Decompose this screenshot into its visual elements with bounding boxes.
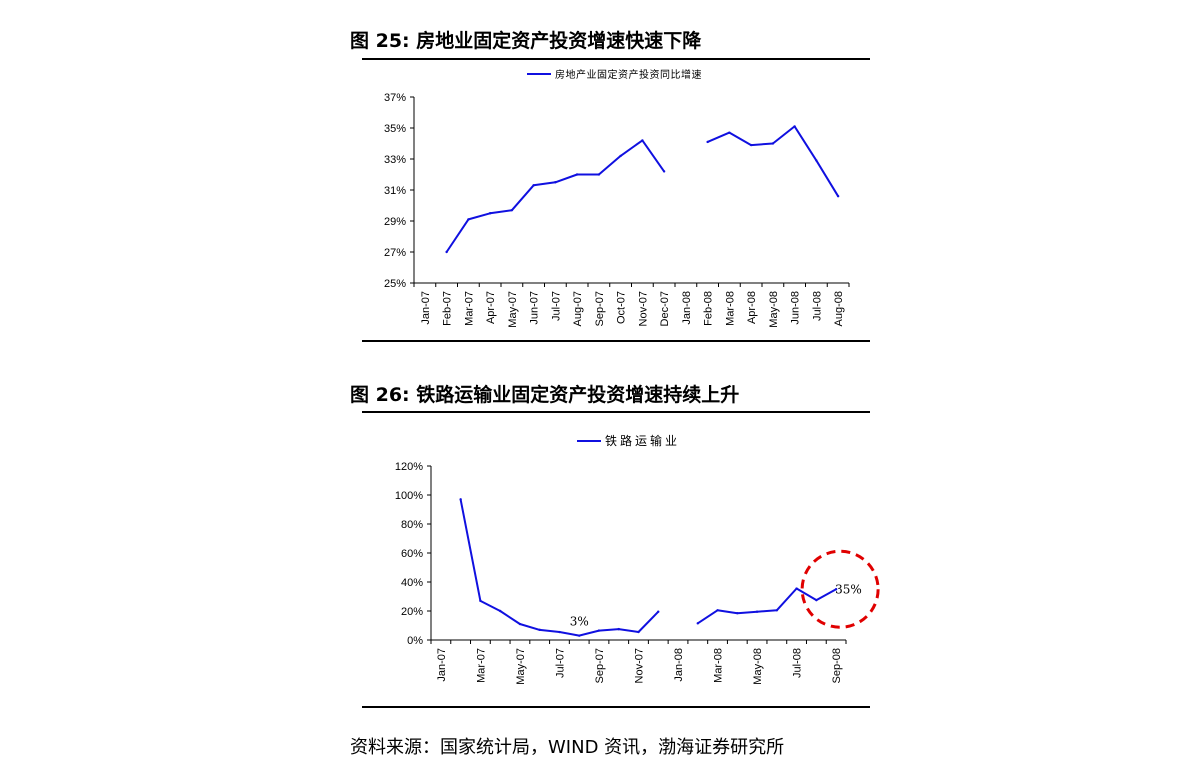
data-point xyxy=(479,599,482,603)
data-point xyxy=(617,627,620,631)
x-tick-label: Sep-08 xyxy=(831,648,843,683)
x-tick-label: Jun-08 xyxy=(790,291,802,325)
legend-label: 铁路运输业 xyxy=(605,433,680,448)
data-point xyxy=(793,125,796,128)
highlight-circle xyxy=(800,549,880,629)
data-point xyxy=(578,634,581,637)
x-tick-label: Jan-08 xyxy=(681,291,693,325)
data-point xyxy=(597,173,601,176)
series-line-segment xyxy=(459,499,660,637)
data-point xyxy=(834,588,838,591)
data-point xyxy=(728,131,731,134)
series-line-segment xyxy=(697,587,837,625)
data-point xyxy=(518,622,522,626)
data-point xyxy=(662,170,666,173)
x-tick-label: Feb-08 xyxy=(703,291,715,326)
y-tick-label: 20% xyxy=(401,606,423,618)
x-tick-label: Dec-07 xyxy=(659,291,671,326)
data-point xyxy=(641,139,644,142)
y-tick-label: 120% xyxy=(395,461,423,473)
y-tick-label: 40% xyxy=(401,577,423,589)
data-point xyxy=(696,622,699,625)
x-tick-label: Nov-07 xyxy=(634,648,646,683)
data-point xyxy=(488,212,492,215)
x-tick-label: Sep-07 xyxy=(594,648,606,683)
data-point xyxy=(538,628,541,632)
y-tick-label: 100% xyxy=(395,490,423,502)
x-tick-label: Jul-07 xyxy=(554,648,566,678)
data-point xyxy=(836,195,840,198)
data-point xyxy=(771,142,775,145)
data-label: 3% xyxy=(570,615,589,629)
x-tick-label: May-08 xyxy=(752,648,764,685)
x-tick-label: Mar-07 xyxy=(463,291,475,326)
x-tick-label: May-07 xyxy=(507,291,519,328)
figure-26-top-rule xyxy=(362,411,870,413)
x-tick-label: May-07 xyxy=(515,648,527,685)
data-point xyxy=(498,609,502,613)
data-point xyxy=(749,143,753,147)
y-tick-label: 33% xyxy=(384,154,406,166)
data-point xyxy=(657,610,660,613)
x-tick-label: Aug-07 xyxy=(572,291,584,326)
data-point xyxy=(815,159,818,162)
data-point xyxy=(706,140,709,144)
figure-26-title: 图 26: 铁路运输业固定资产投资增速持续上升 xyxy=(350,384,740,406)
figure-25-title: 图 25: 房地业固定资产投资增速快速下降 xyxy=(350,30,702,52)
x-tick-label: Jan-08 xyxy=(673,648,685,682)
y-tick-label: 25% xyxy=(384,278,406,290)
data-label: 35% xyxy=(835,582,862,596)
y-tick-label: 29% xyxy=(384,216,406,228)
data-point xyxy=(716,609,719,612)
y-tick-label: 60% xyxy=(401,548,423,560)
source-note: 资料来源：国家统计局，WIND 资讯，渤海证券研究所 xyxy=(350,737,785,758)
figure-26-bottom-rule xyxy=(362,706,870,708)
figure-25-top-rule xyxy=(362,58,870,60)
x-tick-label: Jan-07 xyxy=(420,291,432,325)
x-tick-label: Jun-07 xyxy=(529,291,541,325)
y-tick-label: 31% xyxy=(384,185,406,197)
x-tick-label: Sep-07 xyxy=(594,291,606,326)
data-point xyxy=(467,218,470,221)
y-tick-label: 80% xyxy=(401,519,423,531)
x-tick-label: Mar-08 xyxy=(724,291,736,326)
data-point xyxy=(558,630,561,634)
data-point xyxy=(637,630,640,634)
data-point xyxy=(510,208,514,212)
x-tick-label: Apr-07 xyxy=(485,291,497,324)
data-point xyxy=(619,154,622,158)
data-point xyxy=(459,498,462,501)
data-point xyxy=(532,184,535,187)
data-point xyxy=(775,609,779,612)
x-tick-label: Mar-07 xyxy=(475,648,487,683)
data-point xyxy=(795,587,798,590)
x-tick-label: Oct-07 xyxy=(616,291,628,324)
y-tick-label: 35% xyxy=(384,123,406,135)
x-tick-label: Mar-08 xyxy=(713,648,725,683)
data-point xyxy=(445,250,448,254)
x-tick-label: May-08 xyxy=(768,291,780,328)
x-tick-label: Jul-07 xyxy=(550,291,562,321)
data-point xyxy=(575,173,579,176)
data-point xyxy=(597,629,601,632)
x-tick-label: Aug-08 xyxy=(833,291,845,326)
y-tick-label: 37% xyxy=(384,92,406,104)
x-tick-label: Jul-08 xyxy=(811,291,823,321)
x-tick-label: Feb-07 xyxy=(442,291,454,326)
x-tick-label: Jul-08 xyxy=(792,648,804,678)
x-tick-label: Apr-08 xyxy=(746,291,758,324)
data-point xyxy=(815,598,818,602)
data-point xyxy=(755,610,759,613)
figure-25-bottom-rule xyxy=(362,340,870,342)
x-tick-label: Nov-07 xyxy=(637,291,649,326)
legend-label: 房地产业固定资产投资同比增速 xyxy=(555,68,702,81)
data-point xyxy=(554,181,557,184)
data-point xyxy=(736,611,739,615)
y-tick-label: 0% xyxy=(407,635,423,647)
y-tick-label: 27% xyxy=(384,247,406,259)
x-tick-label: Jan-07 xyxy=(436,648,448,682)
